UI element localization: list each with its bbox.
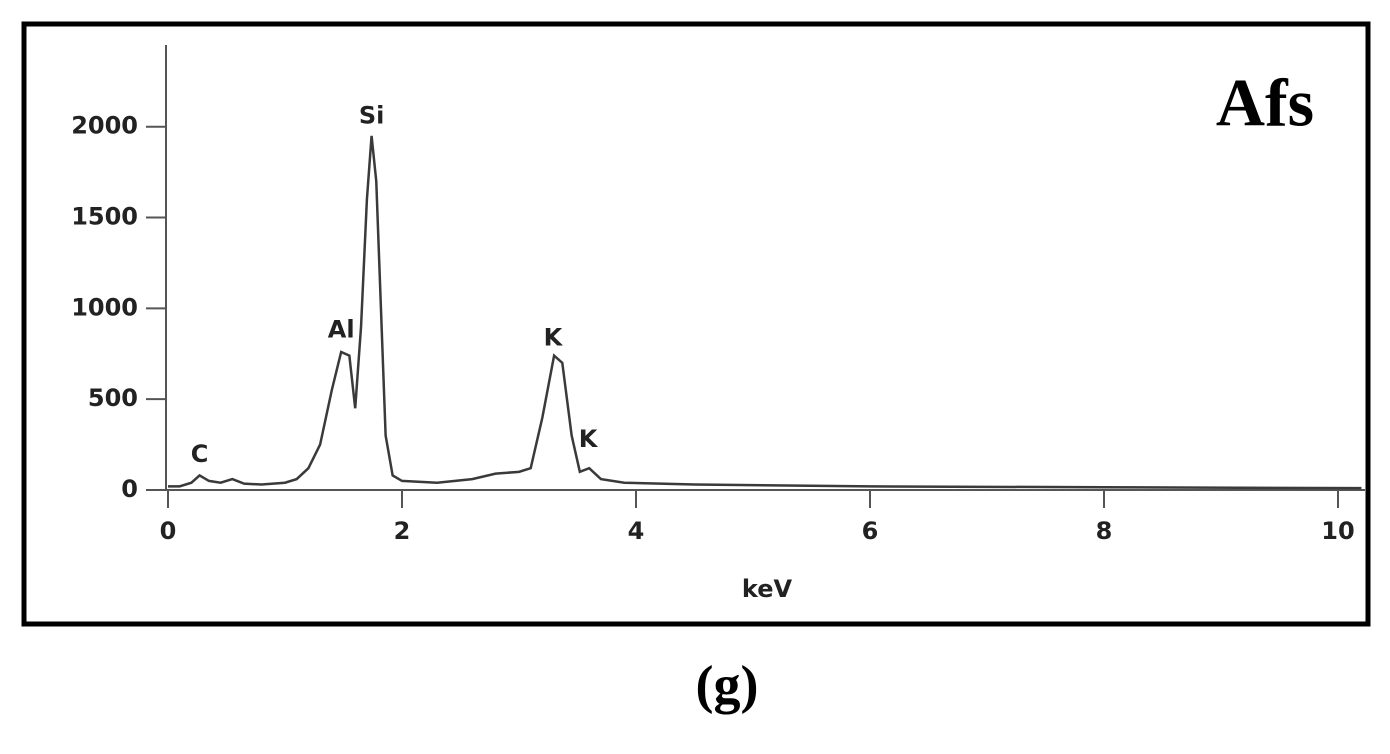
y-tick-label: 2000	[71, 112, 138, 140]
chart-title: Afs	[1216, 65, 1314, 141]
peak-label: K	[579, 425, 599, 453]
y-tick-label: 1000	[71, 293, 138, 321]
x-axis-label: keV	[742, 575, 793, 603]
x-tick-label: 8	[1096, 517, 1113, 545]
x-tick-label: 6	[862, 517, 879, 545]
x-tick-label: 0	[160, 517, 177, 545]
x-tick-label: 4	[628, 517, 645, 545]
peak-label: Al	[328, 316, 355, 344]
frame	[21, 21, 1371, 627]
spectrum-line	[168, 135, 1362, 490]
peak-label: Si	[359, 102, 385, 130]
y-tick-label: 500	[88, 384, 138, 412]
peak-label: K	[544, 324, 564, 352]
y-tick-label: 1500	[71, 203, 138, 231]
y-tick-label: 0	[121, 475, 138, 503]
caption: (g)	[696, 654, 759, 714]
peak-label: C	[191, 440, 209, 468]
x-tick-label: 10	[1321, 517, 1354, 545]
x-tick-label: 2	[394, 517, 411, 545]
